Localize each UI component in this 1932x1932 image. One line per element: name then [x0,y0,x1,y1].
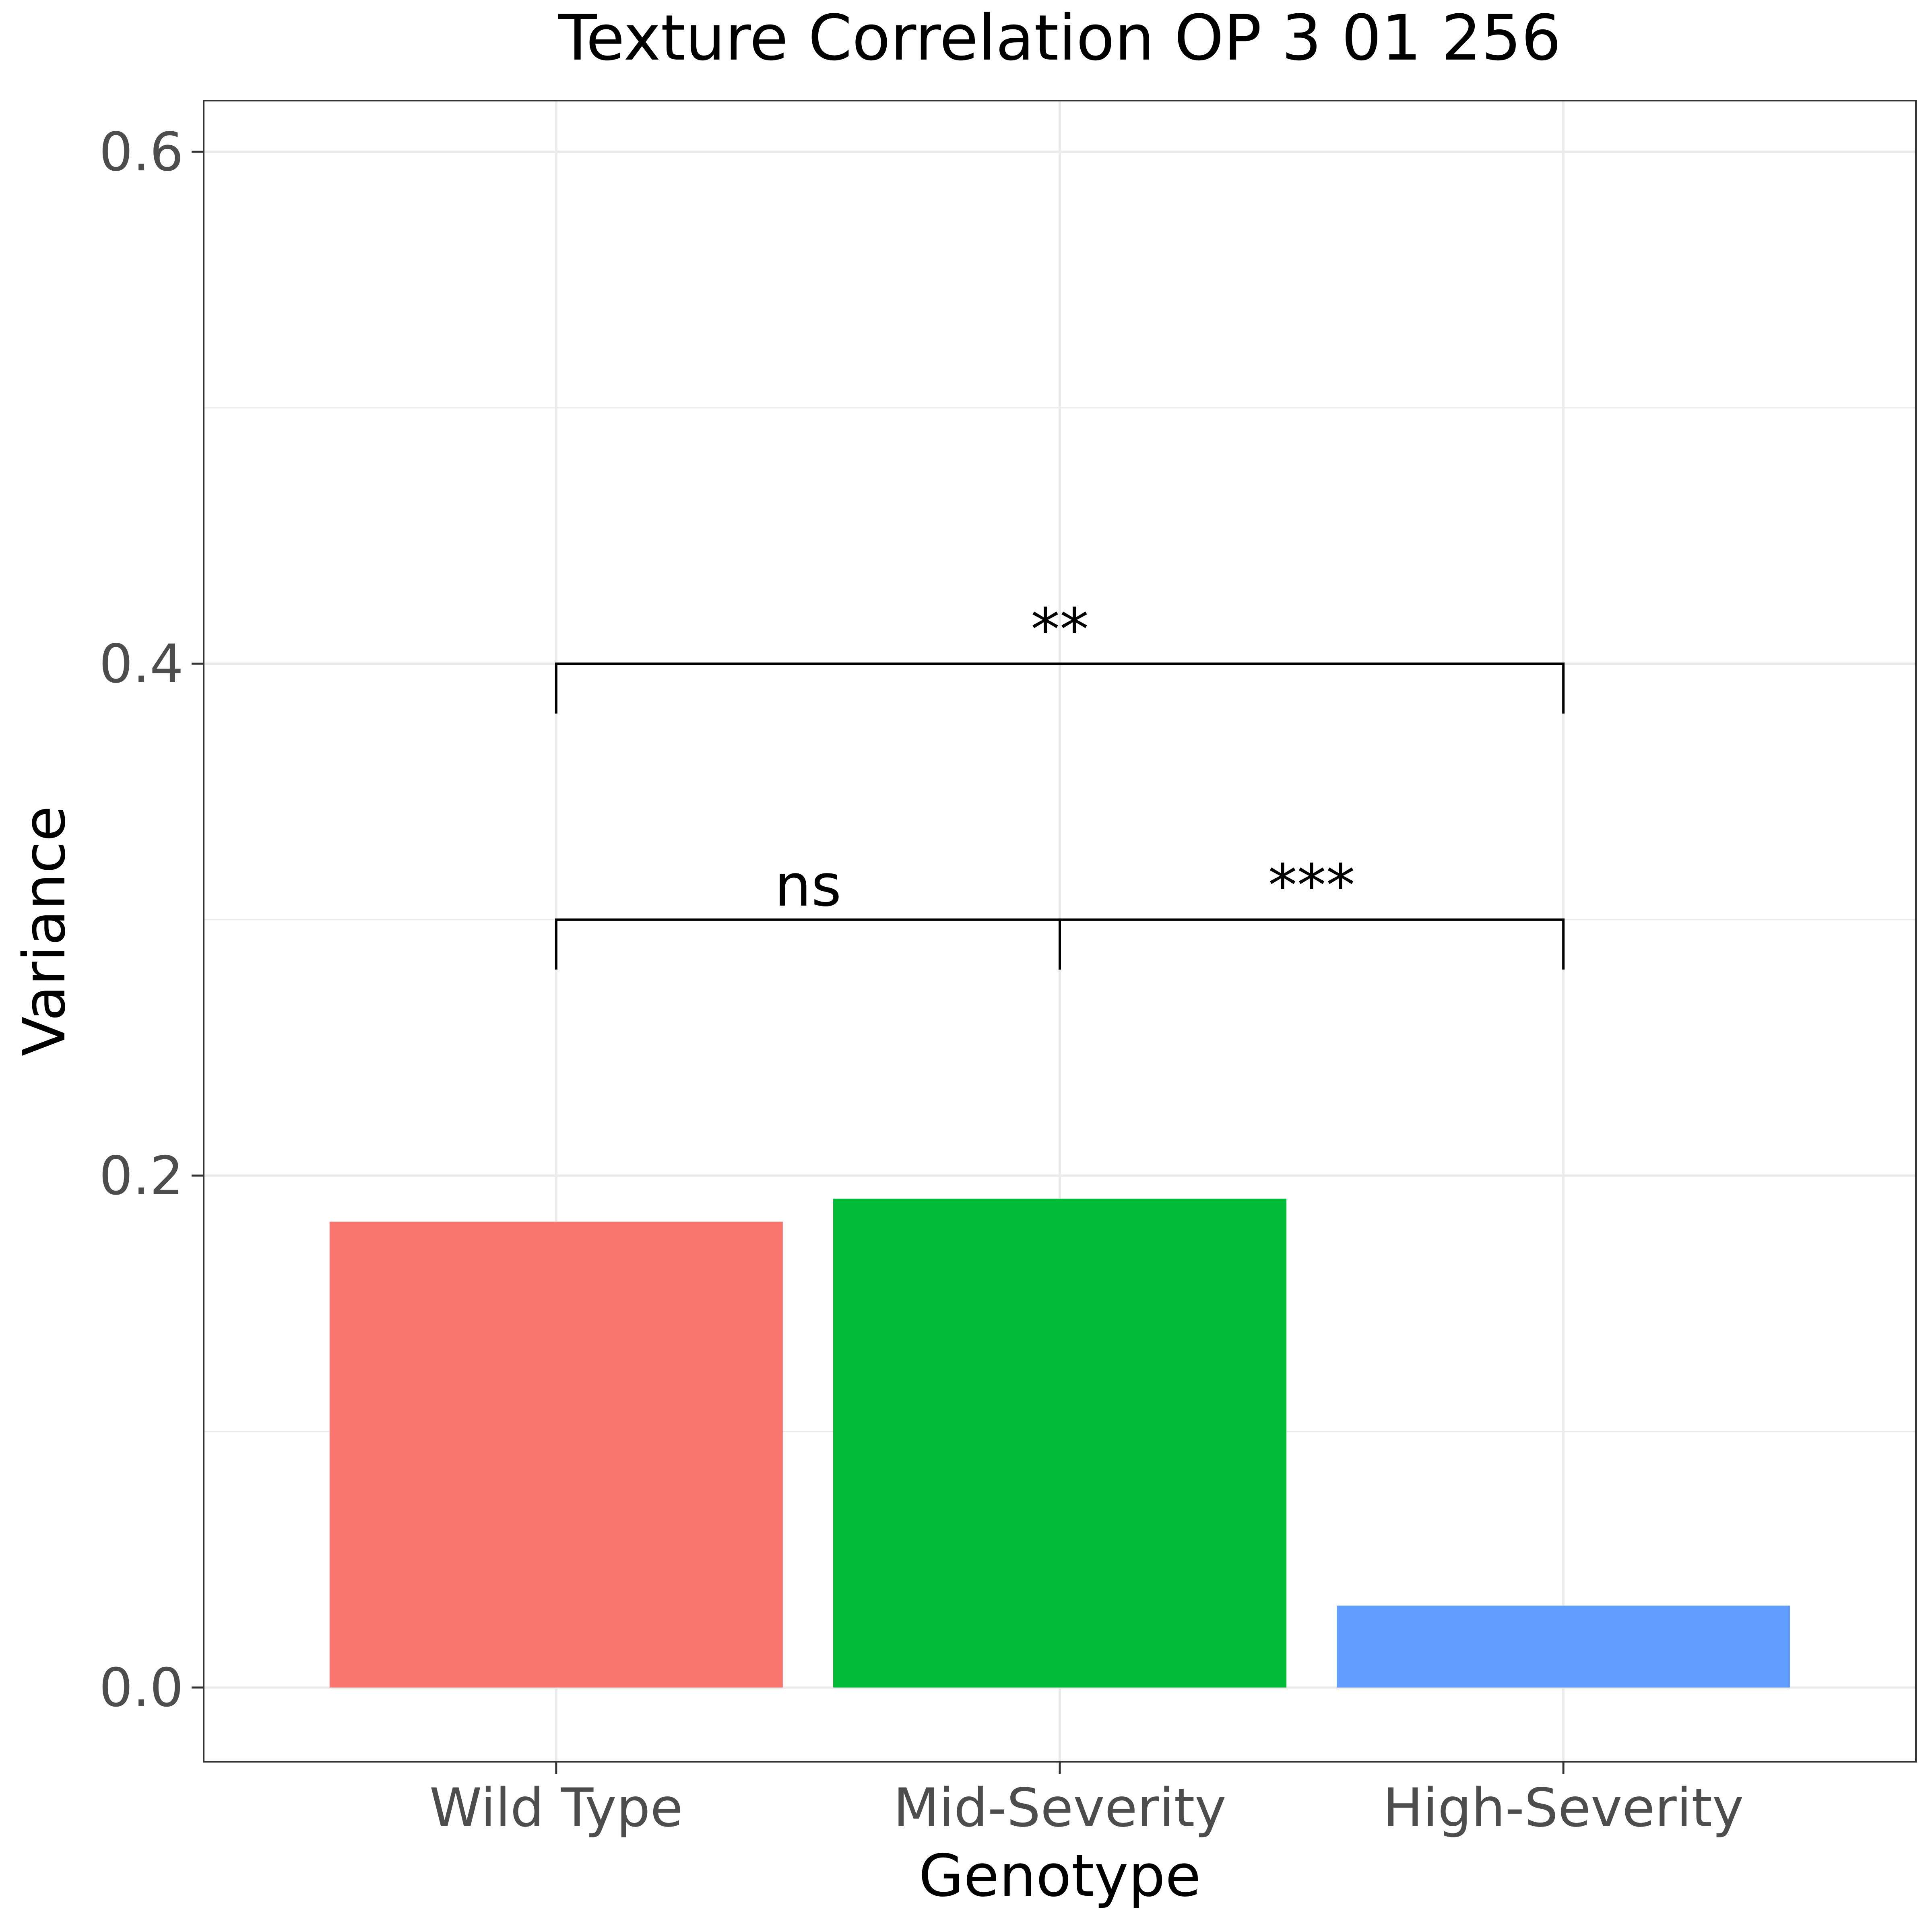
x-axis-title: Genotype [919,1842,1201,1909]
bar-high-severity [1337,1606,1790,1688]
x-tick-label: High-Severity [1383,1777,1744,1839]
bar-wild-type [329,1222,783,1688]
x-axis: Wild Type Mid-Severity High-Severity [429,1762,1744,1839]
bars [329,1199,1790,1688]
y-axis: 0.0 0.2 0.4 0.6 [99,121,204,1719]
y-tick-label: 0.0 [99,1657,184,1719]
y-tick-label: 0.6 [99,121,184,183]
significance-bracket [1059,918,1565,970]
x-tick-label: Mid-Severity [893,1777,1226,1839]
significance-label: ** [1031,596,1089,663]
plot-panel: ns ***** [203,100,1917,1763]
chart-title: Texture Correlation OP 3 01 256 [558,1,1561,74]
significance-bracket [555,662,1565,714]
y-tick-label: 0.4 [99,633,184,695]
x-tick-label: Wild Type [429,1777,683,1839]
significance-label: ns [774,852,841,919]
significance-label: *** [1268,852,1355,919]
y-axis-title: Variance [10,806,78,1056]
significance-brackets: ns ***** [555,596,1565,970]
y-tick-label: 0.2 [99,1145,184,1207]
bar-mid-severity [833,1199,1287,1688]
